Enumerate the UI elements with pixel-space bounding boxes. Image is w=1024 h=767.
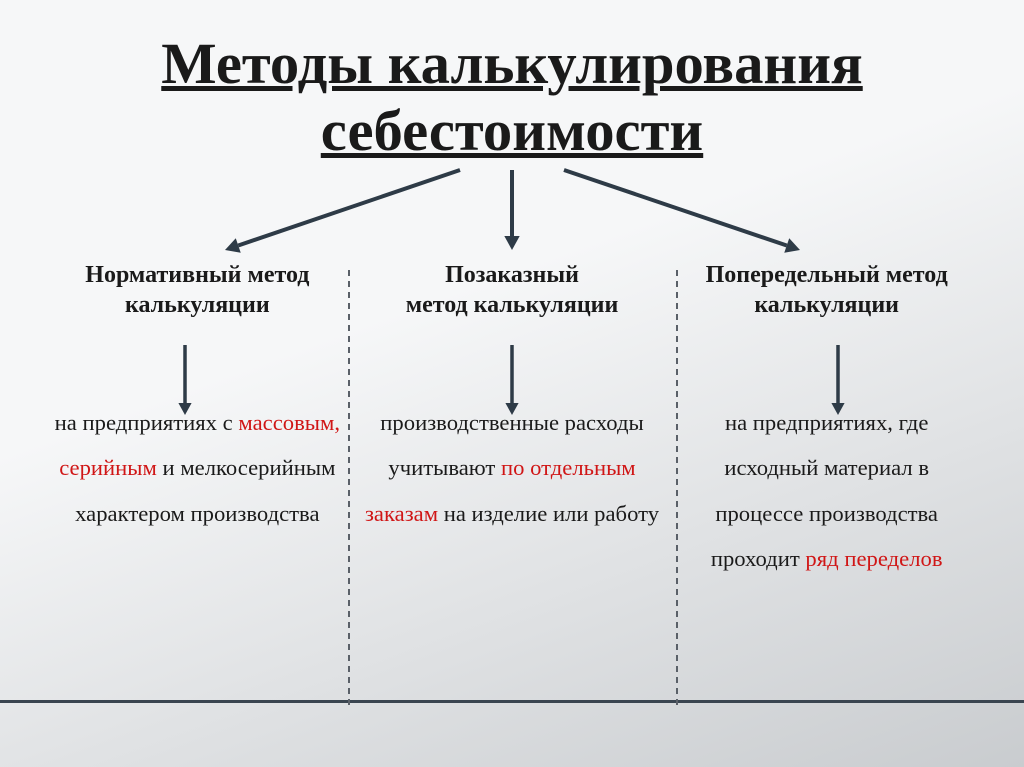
arrow-spacer — [40, 165, 984, 260]
desc-process: на предприятиях, где исходный материал в… — [679, 400, 974, 581]
column-title-process: Попередельный метод калькуляции — [679, 260, 974, 320]
page-title: Методы калькулирования себестоимости — [40, 30, 984, 165]
method-columns: Нормативный метод калькуляции Позаказный… — [40, 260, 984, 320]
small-arrow-spacer — [40, 320, 984, 400]
title-line-2: себестоимости — [321, 98, 703, 163]
column-process: Попередельный метод калькуляции — [669, 260, 984, 320]
title-line-1: Методы калькулирования — [161, 31, 862, 96]
desc-order-col: производственные расходы учитывают по от… — [355, 400, 670, 536]
column-normative: Нормативный метод калькуляции — [40, 260, 355, 320]
desc-normative-col: на предприятиях с массовым, серийным и м… — [40, 400, 355, 536]
desc-order: производственные расходы учитывают по от… — [365, 400, 660, 536]
slide-content: Методы калькулирования себестоимости Нор… — [0, 0, 1024, 767]
desc-normative: на предприятиях с массовым, серийным и м… — [50, 400, 345, 536]
plain-text: на изделие или работу — [438, 501, 659, 526]
column-title-normative: Нормативный метод калькуляции — [50, 260, 345, 320]
highlight-text: ряд переделов — [805, 546, 942, 571]
desc-process-col: на предприятиях, где исходный материал в… — [669, 400, 984, 581]
plain-text: на предприятиях с — [55, 410, 239, 435]
column-order: Позаказный метод калькуляции — [355, 260, 670, 320]
column-title-order: Позаказный метод калькуляции — [365, 260, 660, 320]
method-descriptions: на предприятиях с массовым, серийным и м… — [40, 400, 984, 581]
